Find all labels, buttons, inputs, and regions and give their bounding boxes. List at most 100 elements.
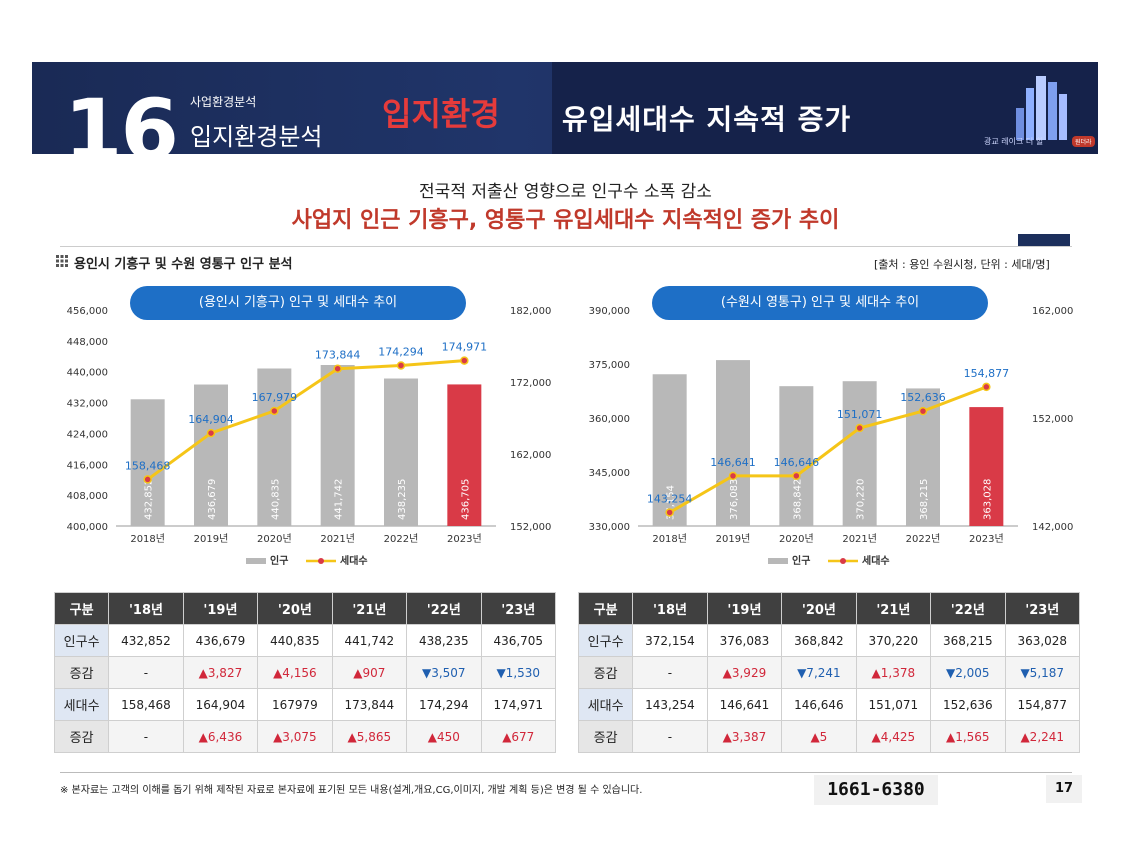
table-cell: ▲677 (480, 720, 557, 753)
left-tick-label: 440,000 (67, 368, 108, 379)
left-tick-label: 390,000 (589, 306, 630, 317)
table-cell: ▼1,530 (480, 656, 557, 689)
table-header-row: 구분 '18년 '19년 '20년 '21년 '22년 '23년 (577, 592, 1081, 625)
households-point (143, 475, 152, 484)
category-label: 2018년 (130, 533, 165, 545)
category-label: 2021년 (320, 533, 355, 545)
table-header-cell: '22년 (406, 592, 482, 625)
category-label: 2021년 (842, 533, 877, 545)
population-bar (194, 384, 228, 526)
right-tick-label: 162,000 (510, 450, 551, 461)
households-data-label: 174,971 (442, 341, 488, 354)
population-bar (384, 378, 418, 526)
households-point (206, 428, 216, 438)
table-cell: 154,877 (1004, 688, 1081, 721)
table-cell: 368,215 (930, 624, 1006, 657)
table-header-cell: '22년 (930, 592, 1006, 625)
households-point (792, 471, 801, 481)
table-cell: 164,904 (182, 688, 259, 721)
left-tick-label: 345,000 (589, 468, 630, 479)
households-point (396, 361, 406, 370)
table-row: 증감 - ▲3,387 ▲5 ▲4,425 ▲1,565 ▲2,241 (577, 720, 1081, 753)
table-row-label: 증감 (53, 720, 110, 753)
left-tick-label: 408,000 (67, 491, 108, 502)
households-data-label: 167,979 (252, 391, 298, 404)
table-giheung: 구분 '18년 '19년 '20년 '21년 '22년 '23년 인구수 432,852 436,… (53, 592, 557, 753)
left-tick-label: 400,000 (67, 522, 108, 533)
table-cell: ▲4,156 (257, 656, 333, 689)
table-cell: 174,971 (480, 688, 557, 721)
table-cell: ▲907 (331, 656, 408, 689)
households-data-label: 146,646 (774, 456, 820, 469)
grid-dots-icon (56, 255, 68, 267)
households-point (665, 508, 674, 517)
households-data-label: 174,294 (378, 345, 424, 358)
table-cell: - (632, 656, 708, 689)
population-bar-label: 436,705 (460, 479, 471, 520)
table-header-cell: '19년 (182, 592, 259, 625)
table-row-label: 세대수 (53, 688, 110, 721)
table-cell: ▲3,387 (706, 720, 783, 753)
table-cell: 370,220 (855, 624, 932, 657)
population-bar-label: 368,842 (792, 479, 803, 520)
category-label: 2019년 (716, 533, 751, 545)
table-header-cell: 구분 (577, 592, 634, 625)
table-cell: 173,844 (331, 688, 408, 721)
analysis-label: 용인시 기흥구 및 수원 영통구 인구 분석 (74, 257, 293, 272)
table-cell: ▲2,241 (1004, 720, 1081, 753)
divider-accent (1018, 234, 1070, 246)
population-bar-label: 37,154 (666, 485, 677, 520)
chart-title-yeongtong: (수원시 영통구) 인구 및 세대수 추이 (652, 286, 988, 320)
table-cell: 440,835 (257, 624, 333, 657)
population-bar-label: 363,028 (982, 479, 993, 520)
table-cell: - (632, 720, 708, 753)
households-data-label: 143,254 (647, 492, 693, 505)
phone-number: 1661-6380 (814, 775, 938, 805)
table-header-cell: '21년 (855, 592, 932, 625)
table-row: 증감 - ▲6,436 ▲3,075 ▲5,865 ▲450 ▲677 (53, 720, 557, 753)
table-header-cell: '19년 (706, 592, 783, 625)
table-header-row: 구분 '18년 '19년 '20년 '21년 '22년 '23년 (53, 592, 557, 625)
table-row-label: 증감 (577, 656, 634, 689)
legend-households-label: 세대수 (862, 554, 890, 567)
table-header-cell: '18년 (108, 592, 184, 625)
table-cell: ▲3,827 (182, 656, 259, 689)
category-label: 2020년 (779, 533, 814, 545)
category-label: 2022년 (906, 533, 941, 545)
page-headline: 유입세대수 지속적 증가 (562, 103, 852, 136)
households-data-label: 146,641 (710, 456, 756, 469)
table-row-label: 세대수 (577, 688, 634, 721)
legend-population-swatch (768, 558, 788, 564)
table-row-label: 인구수 (53, 624, 110, 657)
households-line (668, 385, 987, 514)
table-cell: 146,641 (706, 688, 783, 721)
table-cell: 143,254 (632, 688, 708, 721)
households-point (918, 406, 928, 416)
category-label: 2023년 (447, 533, 482, 545)
chart-title-giheung: (용인시 기흥구) 인구 및 세대수 추이 (130, 286, 466, 320)
header-banner (32, 62, 1098, 154)
right-tick-label: 152,000 (1032, 414, 1073, 425)
population-bar-label: 368,215 (919, 479, 930, 520)
table-cell: 167979 (257, 688, 333, 721)
left-tick-label: 375,000 (589, 360, 630, 371)
page-number: 17 (1046, 775, 1082, 803)
population-bar-label: 440,835 (270, 479, 281, 520)
right-tick-label: 142,000 (1032, 522, 1073, 533)
table-header-cell: '23년 (480, 592, 557, 625)
population-bar-label: 436,679 (207, 479, 218, 520)
category-label: 2022년 (384, 533, 419, 545)
chart-giheung: 400,000 408,000 416,000 424,000 432,000 440,0… (67, 306, 552, 567)
right-tick-label: 182,000 (510, 306, 551, 317)
legend-population-label: 인구 (270, 554, 288, 567)
table-header-cell: '21년 (331, 592, 408, 625)
left-tick-label: 448,000 (67, 337, 108, 348)
population-bar-label: 370,220 (856, 479, 867, 520)
section-title: 입지환경분석 (190, 123, 323, 151)
left-tick-label: 424,000 (67, 429, 108, 440)
population-bar-label: 432,852 (144, 479, 155, 520)
households-data-label: 164,904 (188, 413, 234, 426)
households-data-label: 158,468 (125, 459, 171, 472)
households-data-label: 151,071 (837, 408, 883, 421)
table-cell: ▼5,187 (1004, 656, 1081, 689)
